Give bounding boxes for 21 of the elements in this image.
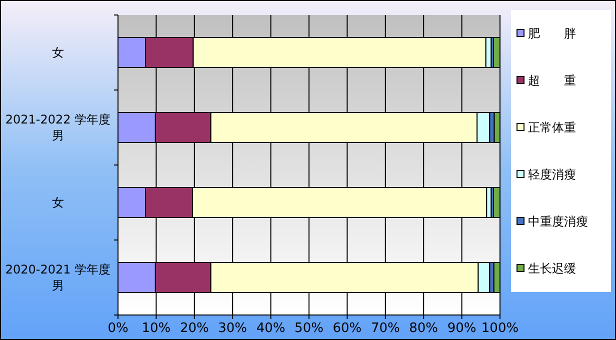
legend-label: 中重度消瘦 <box>528 214 588 228</box>
y-tick-label: 女 <box>52 196 64 210</box>
x-tick-label: 10% <box>142 321 171 336</box>
legend-label: 超 重 <box>528 74 576 88</box>
x-tick-label: 20% <box>180 321 209 336</box>
x-tick-label: 100% <box>481 321 519 336</box>
x-tick-label: 40% <box>256 321 286 336</box>
y-tick-label: 2020-2021 学年度男 <box>5 262 111 292</box>
x-tick-label: 80% <box>409 321 438 336</box>
x-tick-label: 0% <box>108 321 128 336</box>
x-tick-label: 30% <box>218 321 248 336</box>
legend-label: 轻度消瘦 <box>528 168 576 182</box>
y-tick-label: 女 <box>52 46 64 60</box>
x-tick-label: 90% <box>447 321 476 336</box>
x-tick-label: 50% <box>294 321 324 336</box>
x-tick-label: 70% <box>370 321 400 336</box>
legend-label: 肥 胖 <box>528 26 576 40</box>
x-tick-label: 60% <box>332 321 362 336</box>
legend-label: 正常体重 <box>528 120 576 134</box>
legend-label: 生长迟缓 <box>528 262 576 276</box>
y-tick-label: 2021-2022 学年度男 <box>5 112 111 142</box>
